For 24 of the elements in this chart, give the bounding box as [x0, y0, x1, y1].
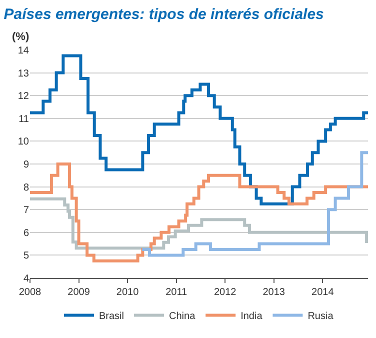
x-tick-label: 2008: [18, 287, 42, 298]
chart-title: Países emergentes: tipos de interés oficiales: [4, 6, 324, 23]
y-tick-label: 6: [23, 228, 30, 239]
legend-label: Brasil: [99, 311, 124, 322]
legend-label: Rusia: [308, 311, 334, 322]
y-tick-label: 12: [18, 91, 30, 102]
y-tick-label: 5: [23, 250, 30, 262]
x-tick-label: 2013: [262, 287, 286, 298]
x-tick-label: 2009: [68, 287, 90, 298]
y-tick-label: 9: [23, 160, 30, 170]
x-tick-label: 2012: [214, 287, 237, 298]
y-axis-title: (%): [12, 31, 30, 43]
x-tick-label: 2010: [116, 287, 140, 298]
y-tick-label: 4: [23, 274, 30, 284]
y-tick-label: 13: [18, 68, 30, 80]
y-tick-label: 8: [23, 182, 30, 194]
x-tick-label: 2014: [312, 287, 334, 298]
legend-label: India: [240, 311, 263, 322]
legend-label: China: [169, 311, 196, 322]
y-tick-label: 10: [18, 136, 30, 148]
y-tick-label: 7: [23, 205, 30, 216]
y-tick-label: 11: [18, 114, 30, 125]
x-tick-label: 2011: [166, 287, 188, 298]
y-tick-label: 14: [18, 46, 30, 56]
